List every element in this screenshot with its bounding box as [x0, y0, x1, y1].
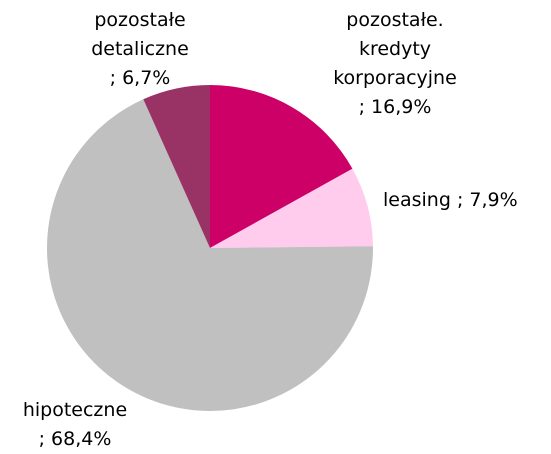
pie-slice [210, 85, 353, 248]
value-label: ; 16,9% [358, 96, 432, 118]
category-label: hipoteczne [22, 399, 128, 421]
category-label: pozostałe detaliczne [91, 9, 189, 60]
slice-label: leasing ; 7,9% [383, 186, 551, 215]
value-label: ; 6,7% [109, 67, 171, 89]
category-label: leasing [383, 189, 451, 211]
slice-label: pozostałe detaliczne ; 6,7% [70, 6, 210, 93]
pie-slice [143, 85, 210, 248]
value-label: ; 7,9% [456, 189, 518, 211]
pie-slice [46, 99, 373, 412]
category-label: pozostałe. kredyty korporacyjne [333, 9, 457, 89]
pie-slice [210, 168, 373, 248]
slice-label: hipoteczne ; 68,4% [5, 396, 145, 454]
value-label: ; 68,4% [38, 428, 112, 450]
slice-label: pozostałe. kredyty korporacyjne ; 16,9% [320, 6, 470, 122]
